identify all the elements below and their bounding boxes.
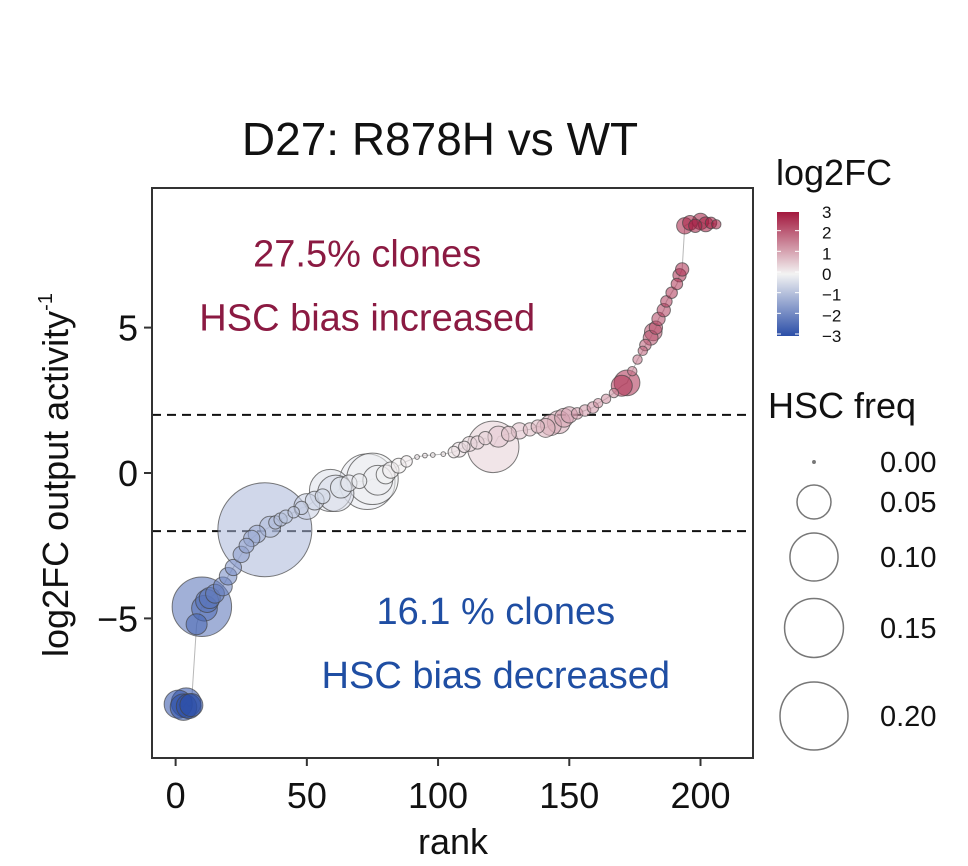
data-point [414,454,420,460]
color-legend-ticks: 3 21 0 −1−2 −3 [777,203,841,346]
size-legend-label: 0.15 [880,613,936,645]
data-point [351,473,368,490]
data-point [458,440,471,454]
data-point [400,455,413,468]
data-point [632,354,643,365]
size-legend-circle [812,460,816,464]
data-point [637,345,648,357]
size-legend-circle [783,597,845,659]
x-axis-label: rank [418,821,489,862]
size-legend: HSC freq 0.00 0.05 0.10 0.15 0.20 [768,385,936,751]
annotation-2-line-2: HSC bias decreased [322,655,671,697]
data-point [224,558,242,577]
data-point [179,693,204,718]
data-point [688,218,703,233]
size-legend-circle [796,484,832,520]
y-tick-label: 0 [118,453,138,494]
annotation-1-line-2: HSC bias increased [199,298,535,340]
data-point [592,398,604,409]
size-legend-title: HSC freq [768,385,916,426]
data-point [447,445,461,459]
color-legend-bar [777,212,799,336]
x-tick-label: 200 [670,775,730,816]
data-point [608,387,620,399]
plot-area: 27.5% clones HSC bias increased 16.1 % clo… [152,212,753,721]
data-point [478,430,493,446]
y-axis-label: log2FC output activity-1 [35,293,76,657]
size-legend-label: 0.05 [880,487,936,519]
size-legend-label: 0.00 [880,447,936,479]
annotation-1-line-1: 27.5% clones [253,234,481,276]
data-point [670,277,684,291]
size-legend-items: 0.00 0.05 0.10 0.15 0.20 [779,447,936,751]
x-tick-label: 100 [408,775,468,816]
color-legend: log2FC 3 21 0 −1−2 −3 [776,152,892,346]
annotations-layer: 27.5% clones HSC bias increased 16.1 % clo… [199,234,670,698]
color-legend-tick-label: −3 [822,327,841,346]
y-axis-label-main: log2FC output activity [35,311,76,657]
data-point [422,452,428,459]
color-legend-tick-label: 1 [822,244,831,263]
color-legend-title: log2FC [776,152,892,193]
data-point [711,219,722,230]
data-point [440,451,447,457]
x-axis-ticks: 0 50 100 150 200 [166,758,731,816]
data-point [429,452,436,458]
annotation-2-line-1: 16.1 % clones [376,591,615,633]
data-point [500,425,517,442]
color-legend-tick-label: −1 [822,286,841,305]
rank-trace-line [178,220,717,708]
data-point [600,393,612,405]
color-legend-tick-label: 0 [822,265,831,284]
size-legend-label: 0.10 [880,542,936,574]
x-tick-label: 150 [539,775,599,816]
size-legend-circle [789,532,839,582]
y-tick-label: −5 [97,598,138,639]
x-tick-label: 50 [287,775,327,816]
data-point [287,506,300,519]
size-legend-circle [779,681,849,751]
y-axis-label-group: log2FC output activity-1 [35,293,76,657]
points-layer [163,212,722,721]
color-legend-tick-label: 3 [822,203,831,222]
data-point [314,488,331,505]
color-legend-tick-label: −2 [822,306,841,325]
chart-title: D27: R878H vs WT [242,113,638,165]
x-tick-label: 0 [166,775,186,816]
data-point [530,419,545,434]
y-axis-label-superscript: -1 [35,293,57,311]
data-point [627,366,638,377]
size-legend-label: 0.20 [880,701,936,733]
y-axis-ticks: −5 0 5 [97,308,152,639]
data-point [185,613,208,636]
data-point [674,262,690,277]
y-tick-label: 5 [118,308,138,349]
guide-lines [152,413,753,533]
data-point [238,537,255,554]
color-legend-tick-label: 2 [822,224,831,243]
